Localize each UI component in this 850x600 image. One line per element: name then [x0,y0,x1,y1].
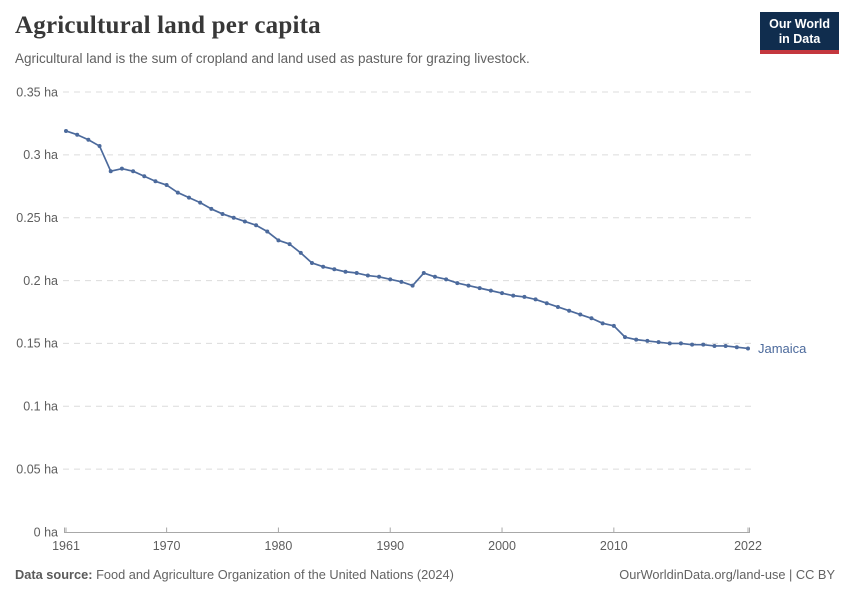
data-point[interactable] [645,338,650,343]
owid-logo-line1: Our World [769,17,830,31]
data-point[interactable] [298,250,303,255]
data-point[interactable] [522,294,527,299]
data-point[interactable] [678,341,683,346]
data-point[interactable] [276,238,281,243]
data-point[interactable] [656,340,661,345]
data-point[interactable] [332,267,337,272]
x-tick-label: 1990 [376,539,404,553]
data-point[interactable] [175,190,180,195]
y-tick-label: 0.2 ha [23,274,58,288]
x-tick-label: 2022 [734,539,762,553]
data-point[interactable] [477,286,482,291]
data-point[interactable] [600,321,605,326]
page-title: Agricultural land per capita [15,12,321,39]
y-tick-label: 0.3 ha [23,148,58,162]
data-point[interactable] [377,274,382,279]
data-point[interactable] [712,343,717,348]
data-point[interactable] [153,179,158,184]
chart-svg[interactable]: 0 ha 0.05 ha 0.1 ha 0.15 ha 0.2 ha 0.25 ha 0.3… [0,80,850,558]
data-point[interactable] [354,271,359,276]
data-point[interactable] [399,279,404,284]
data-point[interactable] [287,242,292,247]
data-point[interactable] [254,223,259,228]
data-point[interactable] [555,304,560,309]
data-point[interactable] [746,346,750,351]
data-source-label: Data source: [15,567,93,582]
data-point[interactable] [265,229,270,234]
series-line[interactable] [65,130,749,350]
data-point[interactable] [432,274,437,279]
data-point[interactable] [723,343,728,348]
data-point[interactable] [421,271,426,276]
x-tick-label: 2010 [600,539,628,553]
data-point[interactable] [186,195,191,200]
data-point[interactable] [690,342,695,347]
data-point[interactable] [701,342,706,347]
series-end-label[interactable]: Jamaica [758,341,807,356]
owid-logo-line2: in Data [778,31,821,46]
data-point[interactable] [64,128,68,133]
page-subtitle: Agricultural land is the sum of cropland… [15,51,530,66]
y-tick-label: 0.05 ha [16,462,58,476]
data-point[interactable] [466,283,471,288]
data-point[interactable] [388,277,393,282]
data-point[interactable] [142,174,147,179]
data-point[interactable] [511,293,516,298]
data-point[interactable] [734,345,739,350]
data-point[interactable] [108,169,113,174]
x-tick-label: 1970 [153,539,181,553]
data-point[interactable] [343,269,348,274]
y-tick-label: 0.35 ha [16,85,58,99]
data-point[interactable] [86,137,91,142]
data-point[interactable] [119,166,124,171]
data-source-note: Data source: Food and Agriculture Organi… [15,567,454,582]
data-point[interactable] [365,273,370,278]
owid-url-license[interactable]: OurWorldinData.org/land-use | CC BY [619,567,835,582]
owid-logo[interactable]: Our World in Data [760,12,839,54]
data-point[interactable] [611,323,616,328]
data-point[interactable] [198,200,203,205]
y-tick-label: 0.1 ha [23,400,58,414]
y-tick-label: 0.15 ha [16,337,58,351]
data-point[interactable] [209,206,214,211]
data-point[interactable] [578,312,583,317]
data-point[interactable] [667,341,672,346]
x-tick-label: 2000 [488,539,516,553]
data-point[interactable] [220,211,225,216]
y-tick-label: 0 ha [34,525,58,539]
data-point[interactable] [75,132,80,137]
data-point[interactable] [455,281,460,286]
data-point[interactable] [131,169,136,174]
data-point[interactable] [500,291,505,296]
data-point[interactable] [634,337,639,342]
x-tick-label: 1961 [52,539,80,553]
data-point[interactable] [533,297,538,302]
data-point[interactable] [544,301,549,306]
data-point[interactable] [623,335,628,340]
y-tick-label: 0.25 ha [16,211,58,225]
data-point[interactable] [589,316,594,321]
data-point[interactable] [97,144,102,149]
data-source-text: Food and Agriculture Organization of the… [92,567,454,582]
data-point[interactable] [164,183,169,188]
data-point[interactable] [488,288,493,293]
data-point[interactable] [309,260,314,265]
x-tick-label: 1980 [265,539,293,553]
data-point[interactable] [567,308,572,313]
data-point[interactable] [321,264,326,269]
data-point[interactable] [231,215,236,220]
data-point[interactable] [410,283,415,288]
data-point[interactable] [242,219,247,224]
data-point[interactable] [444,277,449,282]
